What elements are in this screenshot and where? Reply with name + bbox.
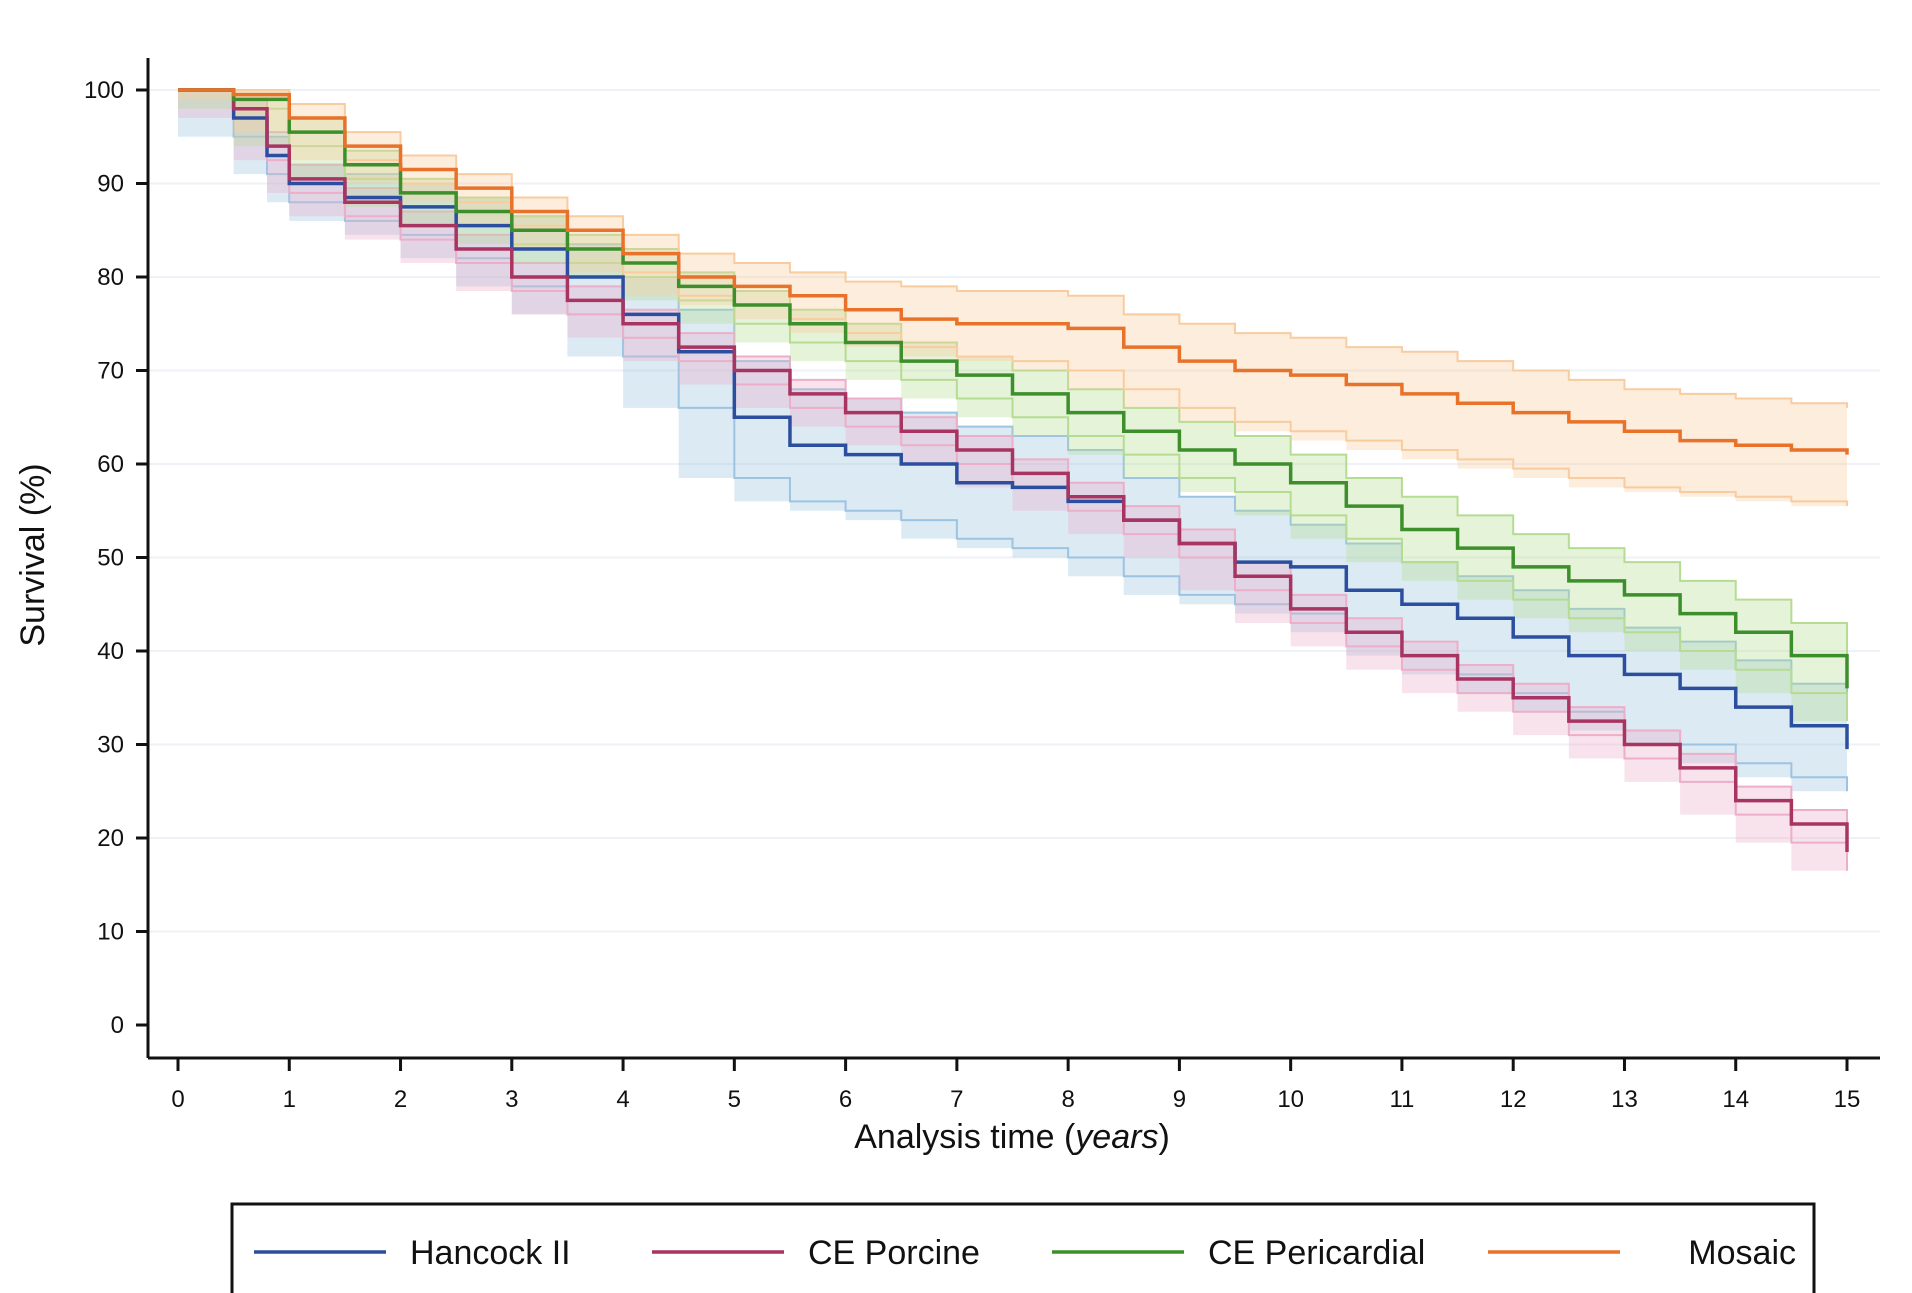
legend-label-mosaic: Mosaic: [1688, 1234, 1796, 1272]
y-tick-label-40: 40: [97, 638, 124, 665]
x-tick-label-0: 0: [171, 1086, 184, 1113]
y-tick-label-70: 70: [97, 358, 124, 385]
y-axis-title: Survival (%): [14, 463, 52, 646]
x-tick-label-9: 9: [1173, 1086, 1186, 1113]
y-tick-label-20: 20: [97, 825, 124, 852]
hancock-ii-curve: [178, 88, 1849, 750]
legend-box: [230, 1202, 1816, 1293]
y-tick-label-30: 30: [97, 732, 124, 759]
y-tick-label-0: 0: [111, 1012, 124, 1039]
y-tick-label-10: 10: [97, 919, 124, 946]
x-tick-label-11: 11: [1389, 1086, 1414, 1113]
x-tick-label-15: 15: [1834, 1086, 1861, 1113]
legend: Hancock II CE Porcine CE Pericardial Mosaic: [230, 1202, 1816, 1293]
y-tick-label-60: 60: [97, 451, 124, 478]
ce-pericardial-curve: [178, 88, 1849, 689]
mosaic-ci-upper: [178, 89, 1848, 408]
x-tick-label-5: 5: [728, 1086, 741, 1113]
x-tick-label-14: 14: [1722, 1086, 1749, 1113]
x-tick-label-8: 8: [1061, 1086, 1074, 1113]
x-tick-label-2: 2: [394, 1086, 407, 1113]
y-tick-label-100: 100: [84, 77, 124, 104]
x-tick-label-4: 4: [616, 1086, 629, 1113]
legend-label-ce-pericardial: CE Pericardial: [1208, 1234, 1425, 1272]
legend-label-ce-porcine: CE Porcine: [808, 1234, 980, 1272]
y-tick-label-80: 80: [97, 264, 124, 291]
mosaic-ci-band: [178, 90, 1847, 507]
mosaic-curve: [178, 88, 1849, 455]
y-tick-label-90: 90: [97, 171, 124, 198]
ce-pericardial-ci-upper: [178, 89, 1848, 656]
y-axis-ticks: 0 10 20 30 40 50 60 70 80 90 100: [84, 77, 148, 1039]
survival-curves: [178, 88, 1849, 853]
x-tick-label-1: 1: [283, 1086, 296, 1113]
y-tick-label-50: 50: [97, 545, 124, 572]
x-axis-ticks: 0 1 2 3 4 5 6 7 8 9 10 11 12 13 14 15: [171, 1058, 1860, 1113]
confidence-bands: [178, 89, 1848, 871]
x-tick-label-10: 10: [1277, 1086, 1304, 1113]
x-tick-label-7: 7: [950, 1086, 963, 1113]
x-tick-label-12: 12: [1500, 1086, 1527, 1113]
legend-label-hancock-ii: Hancock II: [410, 1234, 571, 1272]
x-tick-label-13: 13: [1611, 1086, 1638, 1113]
x-tick-label-3: 3: [505, 1086, 518, 1113]
x-axis-title: Analysis time (years): [854, 1118, 1170, 1156]
x-tick-label-6: 6: [839, 1086, 852, 1113]
ce-porcine-curve: [178, 88, 1849, 853]
